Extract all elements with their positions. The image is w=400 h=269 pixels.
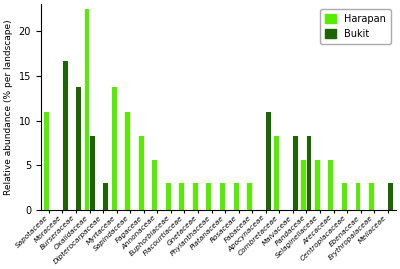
Bar [220,183,225,210]
Bar [266,112,271,210]
Bar [301,160,306,210]
Bar [369,183,374,210]
Bar [315,160,320,210]
Bar [328,160,333,210]
Bar [306,136,312,210]
Bar [166,183,171,210]
Bar [112,87,116,210]
Bar [44,112,49,210]
Bar [76,87,81,210]
Bar [152,160,157,210]
Bar [103,183,108,210]
Bar [356,183,360,210]
Bar [139,136,144,210]
Bar [63,61,68,210]
Bar [84,9,90,210]
Legend: Harapan, Bukit: Harapan, Bukit [320,9,391,44]
Bar [125,112,130,210]
Bar [247,183,252,210]
Bar [293,136,298,210]
Bar [274,136,279,210]
Bar [90,136,95,210]
Bar [179,183,184,210]
Bar [193,183,198,210]
Bar [206,183,212,210]
Y-axis label: Relative abundance (% per landscape): Relative abundance (% per landscape) [4,19,13,195]
Bar [342,183,347,210]
Bar [234,183,238,210]
Bar [388,183,393,210]
